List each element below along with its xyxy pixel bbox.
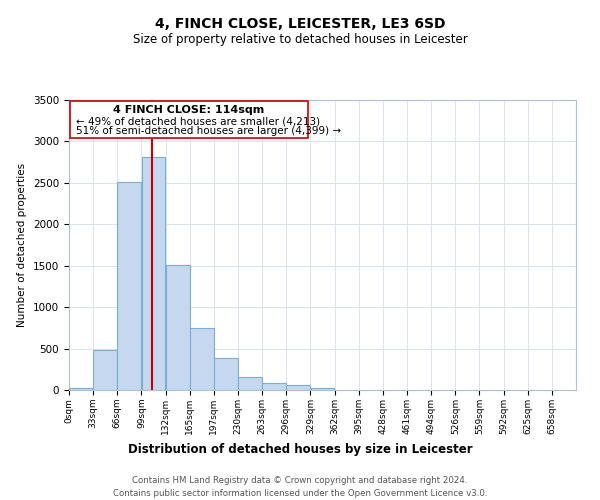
Text: ← 49% of detached houses are smaller (4,213): ← 49% of detached houses are smaller (4,… bbox=[76, 116, 320, 126]
Bar bbox=[142, 157, 166, 390]
Y-axis label: Number of detached properties: Number of detached properties bbox=[17, 163, 28, 327]
Bar bbox=[214, 358, 238, 390]
Text: 51% of semi-detached houses are larger (4,399) →: 51% of semi-detached houses are larger (… bbox=[76, 126, 341, 136]
Text: 4, FINCH CLOSE, LEICESTER, LE3 6SD: 4, FINCH CLOSE, LEICESTER, LE3 6SD bbox=[155, 18, 445, 32]
Bar bbox=[190, 328, 214, 390]
Bar bbox=[262, 384, 286, 390]
Text: Distribution of detached houses by size in Leicester: Distribution of detached houses by size … bbox=[128, 442, 472, 456]
Bar bbox=[238, 377, 262, 390]
Bar bbox=[94, 350, 117, 390]
FancyBboxPatch shape bbox=[70, 101, 308, 138]
Bar bbox=[69, 388, 93, 390]
Bar bbox=[286, 386, 310, 390]
Text: Contains public sector information licensed under the Open Government Licence v3: Contains public sector information licen… bbox=[113, 489, 487, 498]
Text: 4 FINCH CLOSE: 114sqm: 4 FINCH CLOSE: 114sqm bbox=[113, 106, 265, 116]
Bar bbox=[118, 182, 141, 390]
Text: Contains HM Land Registry data © Crown copyright and database right 2024.: Contains HM Land Registry data © Crown c… bbox=[132, 476, 468, 485]
Text: Size of property relative to detached houses in Leicester: Size of property relative to detached ho… bbox=[133, 32, 467, 46]
Bar bbox=[311, 388, 334, 390]
Bar bbox=[166, 265, 190, 390]
